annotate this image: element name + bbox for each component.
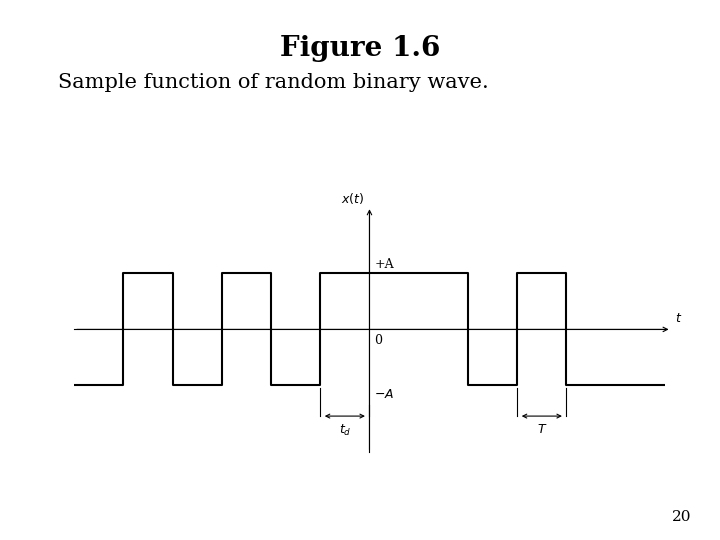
Text: $x(t)$: $x(t)$ xyxy=(341,191,364,206)
Text: +A: +A xyxy=(374,258,394,271)
Text: $t_d$: $t_d$ xyxy=(338,423,351,438)
Text: Sample function of random binary wave.: Sample function of random binary wave. xyxy=(58,73,488,92)
Text: Figure 1.6: Figure 1.6 xyxy=(280,35,440,62)
Text: $t$: $t$ xyxy=(675,313,682,326)
Text: $T$: $T$ xyxy=(536,423,547,436)
Text: 20: 20 xyxy=(672,510,691,524)
Text: 0: 0 xyxy=(374,334,382,347)
Text: $-A$: $-A$ xyxy=(374,388,395,401)
